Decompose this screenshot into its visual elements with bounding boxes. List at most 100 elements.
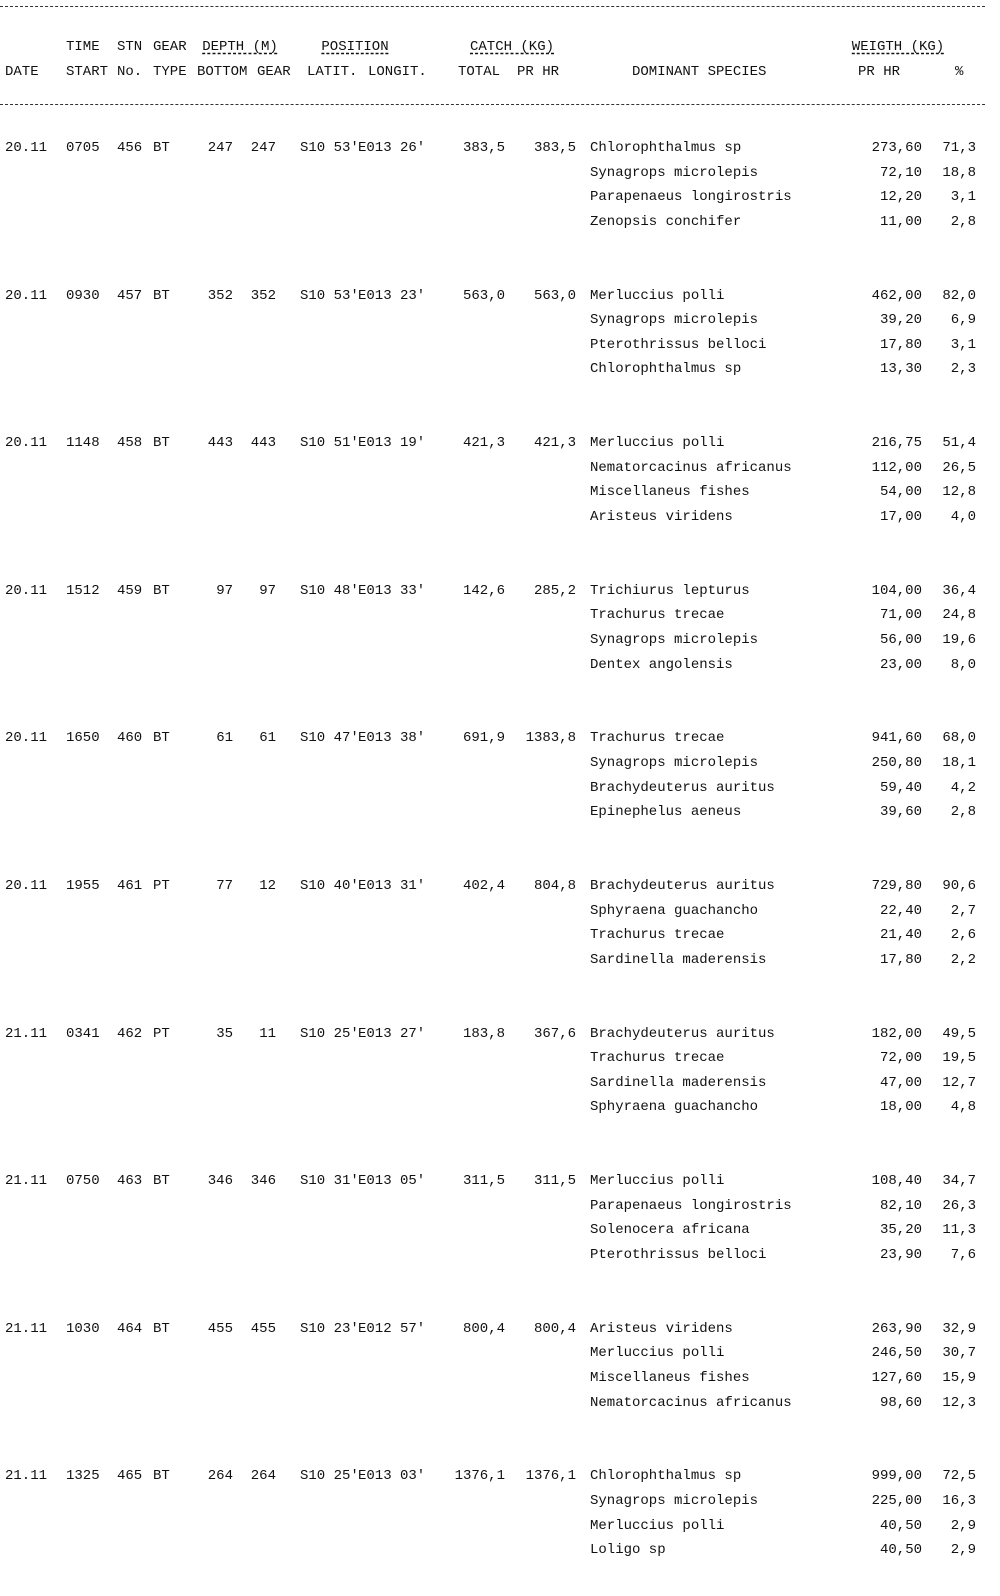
species-percent: 4,2 [950, 779, 976, 796]
catch-per-hour: 421,3 [533, 435, 576, 452]
catch-total: 402,4 [462, 878, 505, 894]
species-percent: 2,3 [950, 361, 976, 378]
species-percent: 4,0 [950, 509, 976, 525]
station-number: 458 [117, 435, 143, 452]
species-weight: 23,90 [879, 1247, 922, 1263]
date: 21.11 [5, 1320, 48, 1337]
latitude: S10 48' [300, 582, 359, 599]
species-percent: 7,6 [950, 1247, 976, 1263]
longitude: E013 23' [358, 287, 426, 304]
latitude: S10 23' [300, 1320, 359, 1337]
station-number: 462 [117, 1025, 143, 1042]
header-label: DATE [5, 64, 39, 80]
species-weight: 17,00 [879, 509, 922, 525]
header-label: TIME [66, 39, 100, 55]
depth-gear: 61 [259, 730, 276, 747]
species-percent: 68,0 [942, 730, 976, 747]
depth-gear: 11 [259, 1025, 276, 1042]
header-label: GEAR [153, 39, 187, 55]
station-number: 456 [117, 140, 143, 156]
species-percent: 3,1 [950, 336, 976, 353]
species-name: Merluccius polli [590, 1173, 725, 1190]
species-name: Miscellaneus fishes [590, 484, 750, 501]
species-name: Trachurus trecae [590, 927, 725, 944]
species-weight: 21,40 [879, 927, 922, 944]
species-name: Merluccius polli [590, 435, 725, 452]
depth-bottom: 61 [216, 730, 233, 747]
depth-bottom: 443 [207, 435, 233, 452]
species-weight: 108,40 [871, 1173, 922, 1190]
header-label: GEAR [257, 64, 291, 80]
date: 20.11 [5, 287, 48, 304]
depth-gear: 352 [250, 287, 276, 304]
depth-gear: 97 [259, 582, 276, 599]
species-percent: 19,6 [942, 632, 976, 648]
species-name: Trichiurus lepturus [590, 582, 750, 599]
species-percent: 2,9 [950, 1517, 976, 1534]
species-weight: 23,00 [879, 656, 922, 673]
species-percent: 82,0 [942, 287, 976, 304]
station-number: 460 [117, 730, 143, 747]
species-percent: 18,8 [942, 164, 976, 181]
species-percent: 24,8 [942, 607, 976, 624]
species-weight: 72,10 [879, 164, 922, 181]
longitude: E013 03' [358, 1468, 426, 1485]
header-label: BOTTOM [197, 64, 248, 80]
depth-bottom: 35 [216, 1025, 233, 1042]
species-name: Trachurus trecae [590, 730, 725, 747]
species-weight: 98,60 [879, 1394, 922, 1411]
latitude: S10 53' [300, 140, 359, 156]
catch-per-hour: 383,5 [533, 140, 576, 156]
species-name: Trachurus trecae [590, 1050, 725, 1067]
species-name: Chlorophthalmus sp [590, 140, 742, 156]
catch-total: 311,5 [462, 1173, 505, 1190]
species-name: Solenocera africana [590, 1222, 750, 1239]
date: 21.11 [5, 1025, 48, 1042]
gear-type: BT [153, 140, 170, 156]
latitude: S10 53' [300, 287, 359, 304]
species-name: Parapenaeus longirostris [590, 1197, 792, 1214]
species-weight: 462,00 [871, 287, 922, 304]
header-label: % [955, 64, 964, 80]
gear-type: BT [153, 582, 170, 599]
species-weight: 39,20 [879, 312, 922, 329]
species-name: Merluccius polli [590, 287, 725, 304]
latitude: S10 40' [300, 878, 359, 894]
depth-bottom: 77 [216, 878, 233, 894]
species-name: Sphyraena guachancho [590, 1099, 759, 1116]
gear-type: BT [153, 1320, 170, 1337]
species-name: Brachydeuterus auritus [590, 878, 775, 894]
species-weight: 273,60 [871, 140, 922, 156]
species-weight: 127,60 [871, 1370, 922, 1386]
species-weight: 71,00 [879, 607, 922, 624]
longitude: E013 38' [358, 730, 426, 747]
species-weight: 17,80 [879, 951, 922, 968]
gear-type: BT [153, 287, 170, 304]
catch-per-hour: 1376,1 [525, 1468, 576, 1485]
species-weight: 40,50 [879, 1542, 922, 1559]
species-percent: 16,3 [942, 1493, 976, 1509]
species-weight: 216,75 [871, 435, 922, 452]
gear-type: PT [153, 878, 170, 894]
station-number: 461 [117, 878, 143, 894]
catch-per-hour: 311,5 [533, 1173, 576, 1190]
species-weight: 17,80 [879, 336, 922, 353]
species-weight: 56,00 [879, 632, 922, 648]
species-weight: 39,60 [879, 804, 922, 821]
species-weight: 182,00 [871, 1025, 922, 1042]
species-percent: 26,3 [942, 1197, 976, 1214]
time-start: 0750 [66, 1173, 100, 1190]
dashed-rule [0, 104, 985, 105]
species-weight: 40,50 [879, 1517, 922, 1534]
time-start: 1650 [66, 730, 100, 747]
species-percent: 36,4 [942, 582, 976, 599]
station-number: 464 [117, 1320, 143, 1337]
species-weight: 12,20 [879, 189, 922, 206]
species-percent: 18,1 [942, 755, 976, 771]
species-name: Aristeus viridens [590, 1320, 733, 1337]
species-weight: 54,00 [879, 484, 922, 501]
species-weight: 18,00 [879, 1099, 922, 1116]
longitude: E013 26' [358, 140, 426, 156]
species-weight: 246,50 [871, 1345, 922, 1362]
